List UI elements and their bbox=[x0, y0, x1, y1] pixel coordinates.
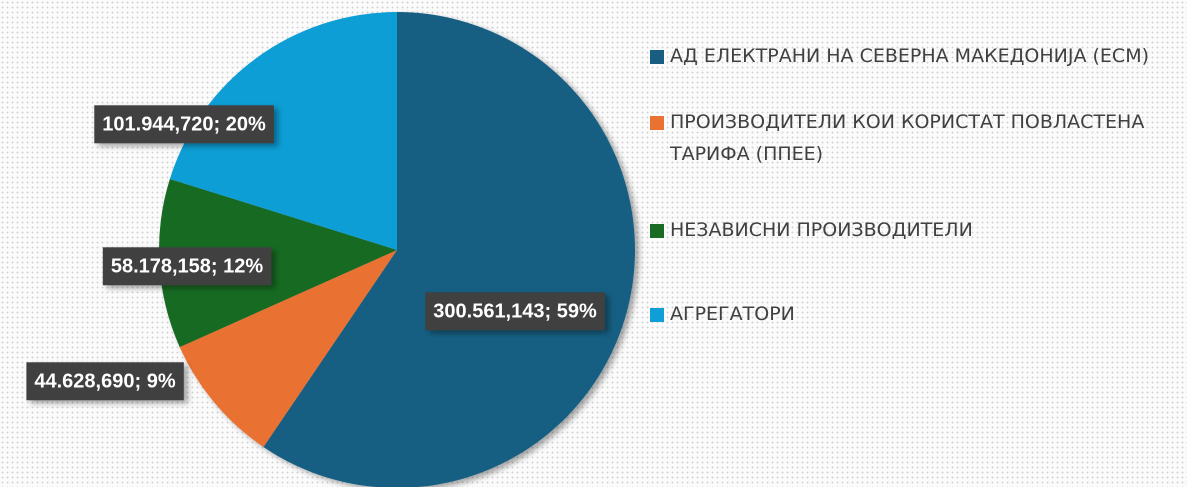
legend: АД ЕЛЕКТРАНИ НА СЕВЕРНА МАКЕДОНИЈА (ЕСМ)… bbox=[650, 40, 1180, 330]
data-label: 44.628,690; 9% bbox=[34, 370, 175, 392]
legend-swatch bbox=[650, 50, 664, 64]
data-label-box bbox=[26, 362, 184, 401]
legend-swatch bbox=[650, 116, 664, 130]
pie-slice bbox=[179, 250, 397, 448]
pie-slice bbox=[169, 12, 397, 250]
legend-item: ПРОИЗВОДИТЕЛИ КОИ КОРИСТАТ ПОВЛАСТЕНА ТА… bbox=[650, 106, 1180, 170]
pie bbox=[159, 12, 635, 487]
legend-swatch bbox=[650, 224, 664, 238]
data-label-box bbox=[94, 105, 274, 144]
data-label: 300.561,143; 59% bbox=[433, 300, 597, 322]
legend-item: АД ЕЛЕКТРАНИ НА СЕВЕРНА МАКЕДОНИЈА (ЕСМ) bbox=[650, 40, 1180, 72]
legend-swatch bbox=[650, 308, 664, 322]
data-label-box bbox=[425, 292, 605, 331]
legend-label: АГРЕГАТОРИ bbox=[670, 303, 795, 325]
legend-label: АД ЕЛЕКТРАНИ НА СЕВЕРНА МАКЕДОНИЈА (ЕСМ) bbox=[670, 45, 1149, 67]
data-label: 101.944,720; 20% bbox=[102, 113, 266, 135]
legend-item: АГРЕГАТОРИ bbox=[650, 298, 1180, 330]
pie-slice bbox=[159, 178, 397, 348]
legend-label: ПРОИЗВОДИТЕЛИ КОИ КОРИСТАТ ПОВЛАСТЕНА ТА… bbox=[670, 111, 1145, 165]
data-labels: 300.561,143; 59% 44.628,690; 9% 58.178,158… bbox=[26, 105, 605, 401]
data-label: 58.178,158; 12% bbox=[111, 255, 264, 277]
legend-label: НЕЗАВИСНИ ПРОИЗВОДИТЕЛИ bbox=[670, 219, 973, 241]
pie-slice bbox=[263, 12, 635, 487]
legend-item: НЕЗАВИСНИ ПРОИЗВОДИТЕЛИ bbox=[650, 214, 1180, 246]
data-label-box bbox=[102, 247, 272, 286]
